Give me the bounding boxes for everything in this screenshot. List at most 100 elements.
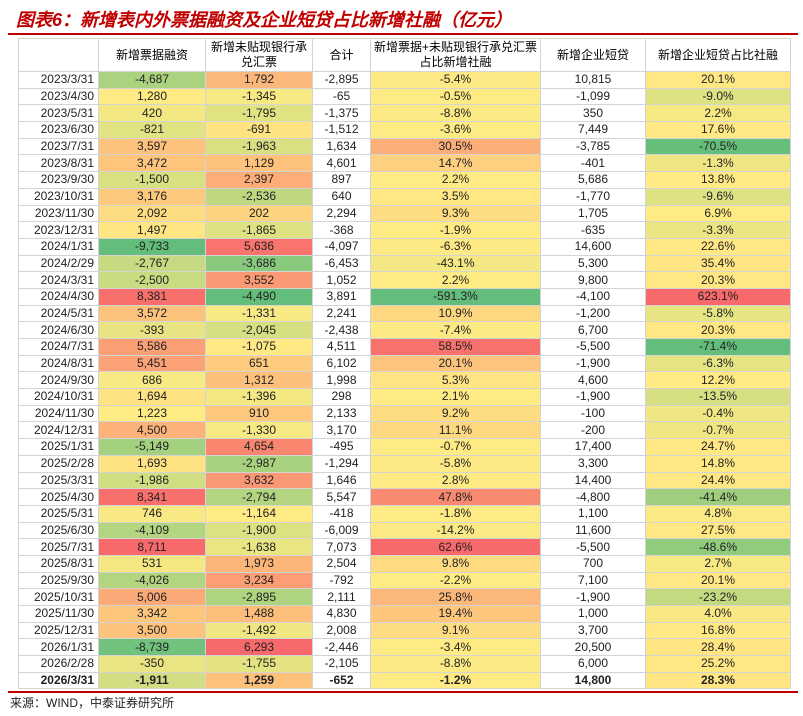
table-cell: -2,045 bbox=[205, 321, 313, 339]
table-cell: -1,638 bbox=[205, 538, 313, 556]
date-cell: 2024/8/31 bbox=[18, 354, 99, 373]
header-cell: 新增企业短贷 bbox=[540, 38, 646, 72]
table-cell: -43.1% bbox=[370, 254, 541, 273]
table-cell: 4.8% bbox=[645, 504, 791, 523]
source: 来源：WIND，中泰证券研究所 bbox=[10, 696, 174, 710]
table-cell: -1,770 bbox=[540, 187, 646, 206]
table-cell: 1,705 bbox=[540, 204, 646, 223]
table-cell: 3,891 bbox=[312, 287, 371, 306]
header-cell: 新增企业短贷占比社融 bbox=[645, 38, 791, 72]
table-cell: 5,006 bbox=[98, 588, 206, 606]
date-cell: 2023/6/30 bbox=[18, 121, 99, 139]
date-cell: 2023/3/31 bbox=[18, 71, 99, 89]
table-cell: -8.8% bbox=[370, 104, 541, 123]
table-cell: 22.6% bbox=[645, 237, 791, 256]
table-cell: 28.4% bbox=[645, 638, 791, 657]
table-cell: 1,488 bbox=[205, 605, 313, 623]
table-cell: -1,900 bbox=[540, 388, 646, 406]
table-cell: -41.4% bbox=[645, 488, 791, 506]
table-cell: -23.2% bbox=[645, 588, 791, 606]
table-cell: 24.4% bbox=[645, 471, 791, 490]
header-cell: 新增票据+未贴现银行承兑汇票占比新增社融 bbox=[370, 38, 541, 72]
table-cell: -821 bbox=[98, 121, 206, 139]
table-cell: 350 bbox=[540, 104, 646, 123]
table-cell: -495 bbox=[312, 438, 371, 456]
table-cell: 5,300 bbox=[540, 254, 646, 273]
table-cell: 1,792 bbox=[205, 71, 313, 89]
table-cell: -65 bbox=[312, 87, 371, 106]
table-row: 2024/7/31 5,586 -1,075 4,511 58.5% -5,500 -71.… bbox=[18, 338, 791, 356]
table-cell: 5,451 bbox=[98, 354, 206, 373]
date-cell: 2024/11/30 bbox=[18, 404, 99, 423]
date-cell: 2026/1/31 bbox=[18, 638, 99, 657]
table-cell: 5,636 bbox=[205, 237, 313, 256]
date-cell: 2023/9/30 bbox=[18, 171, 99, 189]
table-cell: -1,331 bbox=[205, 304, 313, 323]
table-row: 2025/11/30 3,342 1,488 4,830 19.4% 1,000 4.0% bbox=[18, 605, 791, 623]
table-cell: 20.1% bbox=[645, 571, 791, 590]
table-cell: -1.2% bbox=[370, 671, 541, 690]
table-row: 2023/7/31 3,597 -1,963 1,634 30.5% -3,785 -70.… bbox=[18, 137, 791, 156]
table-cell: 3,572 bbox=[98, 304, 206, 323]
table-cell: -418 bbox=[312, 504, 371, 523]
date-cell: 2023/7/31 bbox=[18, 137, 99, 156]
table-cell: 2,294 bbox=[312, 204, 371, 223]
table-cell: 2.2% bbox=[370, 271, 541, 289]
table-cell: -2,794 bbox=[205, 488, 313, 506]
table-cell: -3,686 bbox=[205, 254, 313, 273]
table-row: 2025/4/30 8,341 -2,794 5,547 47.8% -4,800 -41.… bbox=[18, 488, 791, 506]
date-cell: 2025/9/30 bbox=[18, 571, 99, 590]
table-cell: -1,164 bbox=[205, 504, 313, 523]
table-cell: 8,381 bbox=[98, 287, 206, 306]
table-cell: 4,500 bbox=[98, 421, 206, 440]
table-cell: 420 bbox=[98, 104, 206, 123]
table-cell: 9.2% bbox=[370, 404, 541, 423]
table-cell: 14,600 bbox=[540, 237, 646, 256]
table-cell: 2,241 bbox=[312, 304, 371, 323]
table-cell: -1,900 bbox=[540, 354, 646, 373]
table-cell: -1,345 bbox=[205, 87, 313, 106]
table-cell: 14.8% bbox=[645, 454, 791, 473]
table-cell: 2.2% bbox=[370, 171, 541, 189]
table-cell: 2,008 bbox=[312, 621, 371, 640]
table-cell: 1,259 bbox=[205, 671, 313, 690]
table-cell: -4,109 bbox=[98, 521, 206, 540]
table-cell: 1,280 bbox=[98, 87, 206, 106]
table-cell: -3.3% bbox=[645, 221, 791, 239]
table-cell: -4,100 bbox=[540, 287, 646, 306]
table-row: 2023/11/30 2,092 202 2,294 9.3% 1,705 6.9% bbox=[18, 204, 791, 223]
table-cell: -71.4% bbox=[645, 338, 791, 356]
date-cell: 2024/4/30 bbox=[18, 287, 99, 306]
date-cell: 2025/12/31 bbox=[18, 621, 99, 640]
table-cell: 20.3% bbox=[645, 321, 791, 339]
table-cell: 4,830 bbox=[312, 605, 371, 623]
table-cell: -1,900 bbox=[205, 521, 313, 540]
table-cell: 2.8% bbox=[370, 471, 541, 490]
table-cell: 17,400 bbox=[540, 438, 646, 456]
table-cell: -2,895 bbox=[312, 71, 371, 89]
table-cell: -13.5% bbox=[645, 388, 791, 406]
date-cell: 2024/2/29 bbox=[18, 254, 99, 273]
table-cell: 11,600 bbox=[540, 521, 646, 540]
table-row: 2024/6/30 -393 -2,045 -2,438 -7.4% 6,700 20.3% bbox=[18, 321, 791, 339]
table-cell: 8,341 bbox=[98, 488, 206, 506]
table-row: 2023/8/31 3,472 1,129 4,601 14.7% -401 -1.3% bbox=[18, 154, 791, 173]
table-row: 2025/6/30 -4,109 -1,900 -6,009 -14.2% 11,600 2… bbox=[18, 521, 791, 540]
table-cell: -1,911 bbox=[98, 671, 206, 690]
table-row: 2025/8/31 531 1,973 2,504 9.8% 700 2.7% bbox=[18, 554, 791, 573]
table-cell: 11.1% bbox=[370, 421, 541, 440]
date-cell: 2024/7/31 bbox=[18, 338, 99, 356]
table-cell: 1,646 bbox=[312, 471, 371, 490]
date-cell: 2023/12/31 bbox=[18, 221, 99, 239]
table-cell: -6.3% bbox=[645, 354, 791, 373]
date-cell: 2025/7/31 bbox=[18, 538, 99, 556]
table-cell: 9.3% bbox=[370, 204, 541, 223]
table-cell: -691 bbox=[205, 121, 313, 139]
table-row: 2023/9/30 -1,500 2,397 897 2.2% 5,686 13.8% bbox=[18, 171, 791, 189]
table-cell: 686 bbox=[98, 371, 206, 390]
table-cell: 2,092 bbox=[98, 204, 206, 223]
table-cell: 5.3% bbox=[370, 371, 541, 390]
table-cell: 4.0% bbox=[645, 605, 791, 623]
table-cell: -1.8% bbox=[370, 504, 541, 523]
table-cell: -2,987 bbox=[205, 454, 313, 473]
